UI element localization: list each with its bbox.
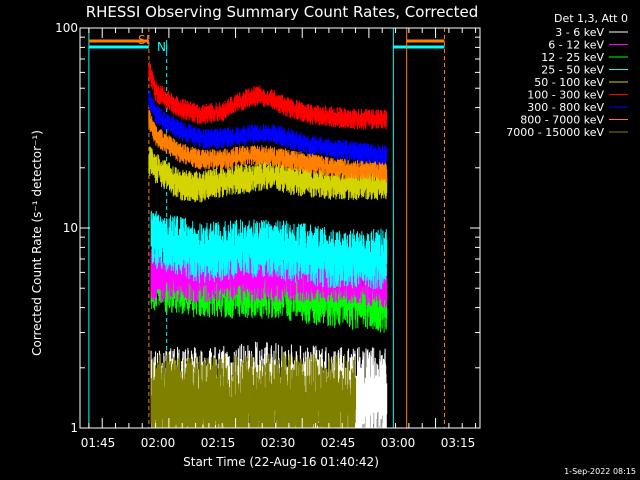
legend-label: 25 - 50 keV — [541, 64, 604, 77]
x-tick-label: 03:00 — [381, 436, 416, 450]
series-25-50-kev-line — [150, 210, 388, 290]
generation-timestamp: 1-Sep-2022 08:15 — [564, 467, 636, 476]
legend-label: 100 - 300 keV — [527, 89, 604, 102]
axis-ticks — [80, 27, 480, 429]
legend-label: 3 - 6 keV — [555, 26, 604, 39]
legend-header: Det 1,3, Att 0 — [554, 12, 628, 25]
legend-label: 800 - 7000 keV — [520, 114, 604, 127]
y-tick-label: 100 — [55, 21, 78, 35]
legend-label: 7000 - 15000 keV — [506, 126, 604, 139]
y-axis-label: Corrected Count Rate (s⁻¹ detector⁻¹) — [30, 130, 44, 356]
series-layer — [88, 28, 445, 428]
chart-title: RHESSI Observing Summary Count Rates, Co… — [86, 3, 479, 21]
legend-label: 6 - 12 keV — [548, 39, 604, 52]
y-tick-label: 10 — [63, 221, 78, 235]
x-tick-label: 01:45 — [81, 436, 116, 450]
x-tick-labels: 01:45 02:00 02:15 02:30 02:45 03:00 03:1… — [81, 436, 476, 450]
series-300-800-kev-line — [148, 90, 388, 166]
x-axis-label: Start Time (22-Aug-16 01:40:42) — [183, 455, 379, 469]
legend-label: 300 - 800 keV — [527, 101, 604, 114]
x-tick-label: 02:00 — [141, 436, 176, 450]
x-tick-label: 02:45 — [321, 436, 356, 450]
x-tick-label: 03:15 — [441, 436, 476, 450]
x-tick-label: 02:30 — [261, 436, 296, 450]
series-7000-15000-kev-line — [150, 353, 357, 428]
legend-label: 50 - 100 keV — [534, 76, 604, 89]
series-100-300-kev-line — [148, 61, 388, 130]
y-tick-label: 1 — [70, 421, 78, 435]
x-tick-label: 02:15 — [201, 436, 236, 450]
night-flag-label: N — [157, 40, 166, 54]
series-800-7000-kev-line — [148, 109, 388, 183]
series-50-100-kev-line — [148, 146, 388, 203]
y-tick-labels: 1 10 100 — [55, 21, 78, 435]
legend-label: 12 - 25 keV — [541, 51, 604, 64]
